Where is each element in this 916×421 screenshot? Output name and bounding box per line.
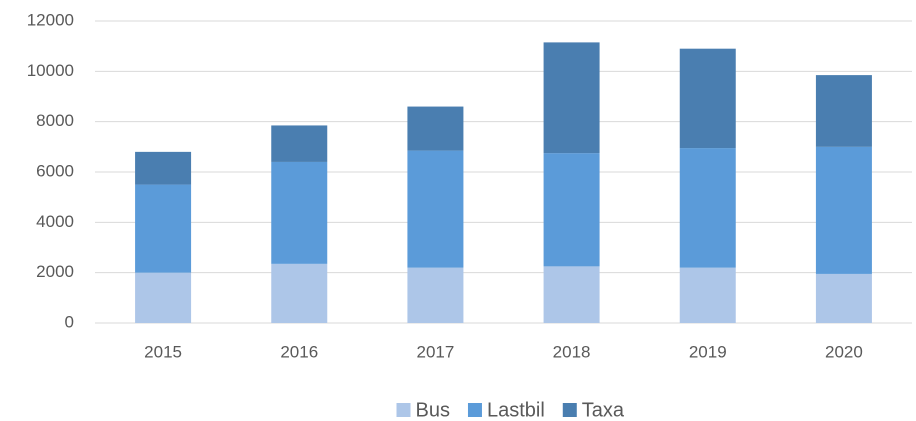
legend-label: Taxa: [582, 399, 625, 421]
bar-segment: [135, 151, 192, 185]
bar-segment: [679, 148, 736, 268]
bar-segment: [679, 267, 736, 323]
bar-segment: [271, 161, 328, 264]
bar-segment: [543, 42, 600, 154]
bar-segment: [407, 150, 464, 268]
y-tick-label: 2000: [36, 262, 74, 281]
bar-segment: [407, 267, 464, 323]
legend-label: Lastbil: [487, 399, 545, 421]
bar-segment: [135, 184, 192, 273]
y-tick-label: 0: [65, 312, 74, 331]
y-tick-label: 12000: [27, 10, 74, 29]
bar-segment: [271, 263, 328, 323]
bar-segment: [407, 106, 464, 151]
x-tick-label: 2016: [280, 342, 318, 361]
x-tick-label: 2015: [144, 342, 182, 361]
bar-segment: [815, 75, 872, 147]
bar-segment: [815, 146, 872, 274]
x-tick-label: 2019: [689, 342, 727, 361]
y-tick-label: 4000: [36, 212, 74, 231]
x-tick-label: 2018: [553, 342, 591, 361]
y-tick-label: 10000: [27, 61, 74, 80]
legend-label: Bus: [416, 399, 450, 421]
y-tick-label: 6000: [36, 161, 74, 180]
bar-segment: [271, 125, 328, 162]
bar-segment: [679, 48, 736, 149]
y-tick-label: 8000: [36, 111, 74, 130]
bar-segment: [543, 153, 600, 267]
x-tick-label: 2020: [825, 342, 863, 361]
legend-swatch: [562, 403, 577, 417]
legend-swatch: [396, 403, 411, 417]
bar-segment: [543, 266, 600, 323]
bar-segment: [135, 272, 192, 323]
legend-swatch: [467, 403, 482, 417]
x-tick-label: 2017: [417, 342, 455, 361]
bar-segment: [815, 273, 872, 323]
